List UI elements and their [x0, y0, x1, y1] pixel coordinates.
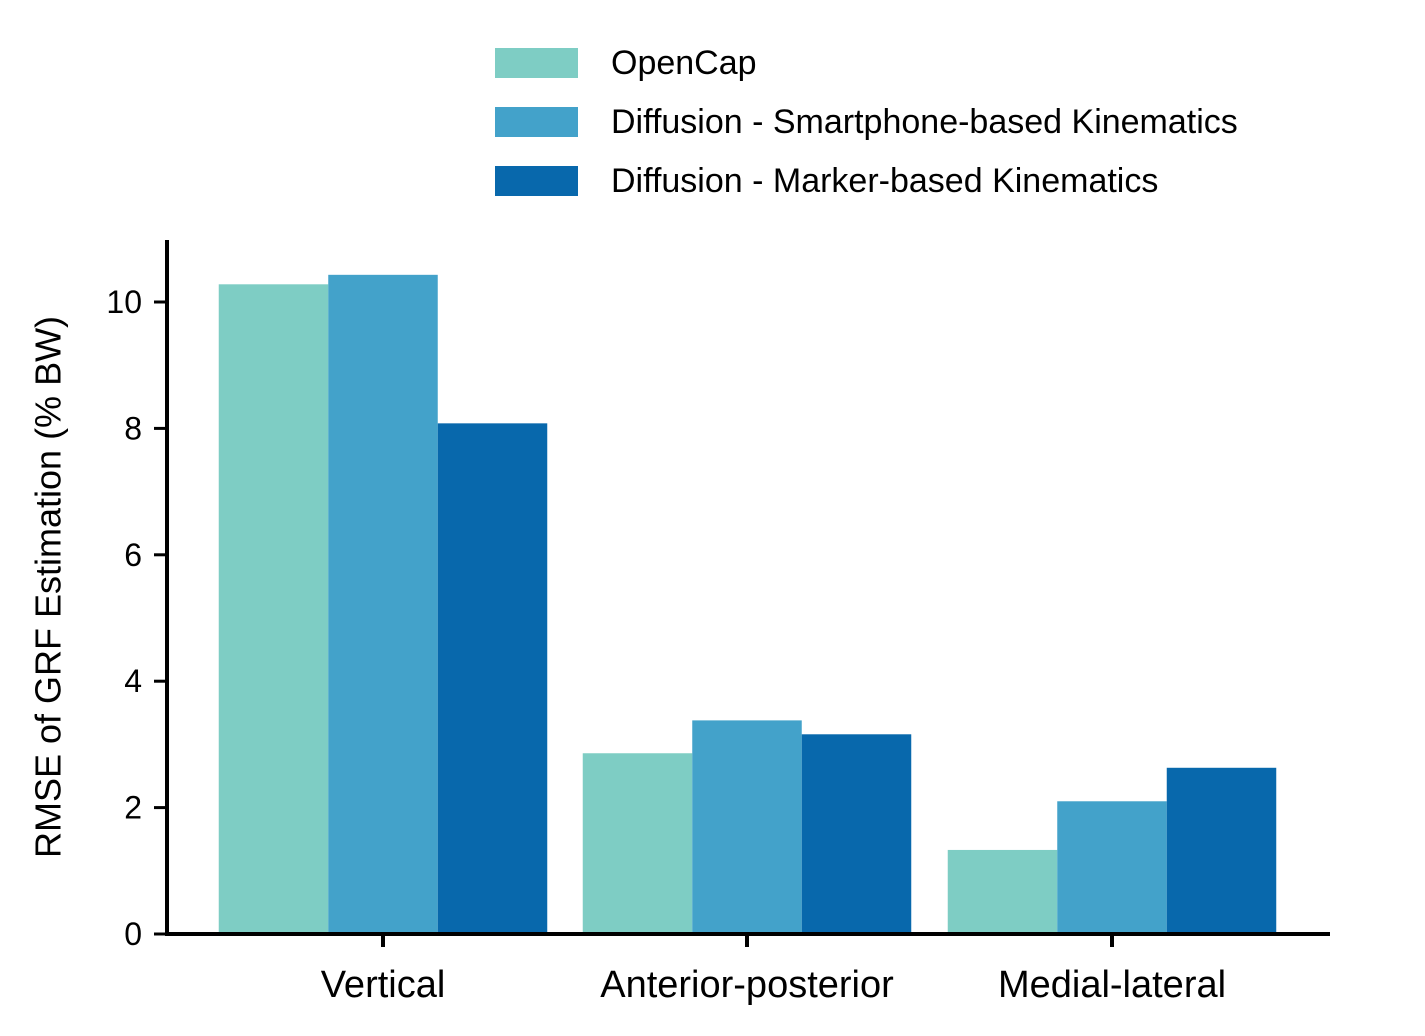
legend-swatch: [495, 107, 578, 137]
bar: [801, 734, 912, 934]
bar: [1057, 801, 1167, 934]
legend: OpenCap Diffusion - Smartphone-based Kine…: [495, 44, 1238, 200]
x-tick-label: Vertical: [321, 964, 446, 1006]
bar: [947, 849, 1058, 934]
y-axis-title: RMSE of GRF Estimation (% BW): [28, 316, 69, 858]
x-ticks: Vertical Anterior-posterior Medial-lateral: [321, 934, 1226, 1006]
y-tick-label: 10: [106, 284, 142, 320]
bars: [218, 274, 1277, 934]
y-tick-label: 6: [124, 537, 142, 573]
y-ticks: 0 2 4 6 8 10: [106, 284, 167, 952]
y-tick-label: 8: [124, 410, 142, 446]
legend-swatch: [495, 48, 578, 78]
x-tick-label: Medial-lateral: [998, 964, 1226, 1006]
bar: [328, 274, 438, 934]
bar: [582, 753, 693, 934]
bar: [218, 284, 329, 934]
x-tick-label: Anterior-posterior: [600, 964, 894, 1006]
y-tick-label: 2: [124, 790, 142, 826]
y-tick-label: 0: [124, 916, 142, 952]
y-tick-label: 4: [124, 663, 142, 699]
legend-label: Diffusion - Marker-based Kinematics: [611, 162, 1158, 200]
bar: [437, 423, 548, 934]
legend-label: OpenCap: [611, 44, 757, 82]
bar: [692, 720, 802, 934]
legend-label: Diffusion - Smartphone-based Kinematics: [611, 103, 1238, 141]
legend-swatch: [495, 166, 578, 196]
bar: [1166, 767, 1277, 934]
